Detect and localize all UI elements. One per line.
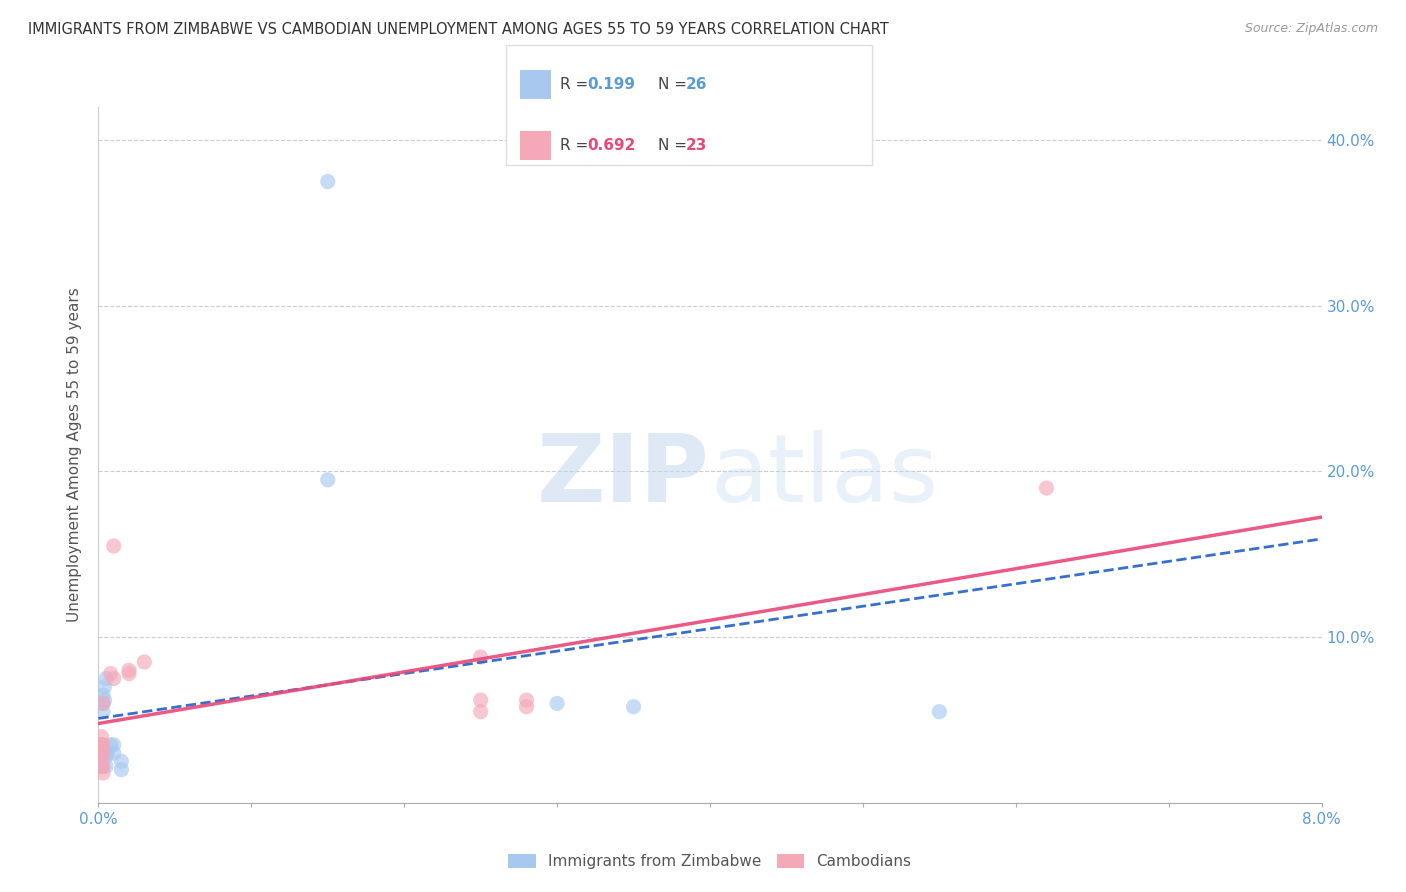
Point [91,766,114,780]
Text: 0.692: 0.692 [588,138,636,153]
Point [90,759,112,773]
Point [90,759,112,773]
Point [91,688,114,702]
Point [1035,481,1057,495]
Legend: Immigrants from Zimbabwe, Cambodians: Immigrants from Zimbabwe, Cambodians [502,848,918,875]
Text: 23: 23 [686,138,707,153]
Point [90,738,112,752]
Point [93,693,115,707]
Text: ZIP: ZIP [537,430,710,522]
Point [91,697,114,711]
Point [118,666,141,681]
Point [97,746,120,760]
Point [94,759,117,773]
Point [103,746,125,760]
Point [89,738,111,752]
Point [91,697,114,711]
Point [90,749,112,764]
Text: N =: N = [658,78,692,92]
Text: R =: R = [560,138,593,153]
Point [103,539,125,553]
Point [516,693,538,707]
Point [90,730,112,744]
Text: 26: 26 [686,78,707,92]
Point [316,473,339,487]
Point [103,672,125,686]
Point [470,705,492,719]
Point [516,699,538,714]
Point [110,763,132,777]
Point [89,755,111,769]
Point [91,705,114,719]
Point [90,738,112,752]
Point [546,697,568,711]
Point [90,755,112,769]
Text: IMMIGRANTS FROM ZIMBABWE VS CAMBODIAN UNEMPLOYMENT AMONG AGES 55 TO 59 YEARS COR: IMMIGRANTS FROM ZIMBABWE VS CAMBODIAN UN… [28,22,889,37]
Point [91,738,114,752]
Point [90,746,112,760]
Point [103,738,125,752]
Text: Source: ZipAtlas.com: Source: ZipAtlas.com [1244,22,1378,36]
Text: N =: N = [658,138,692,153]
Point [93,680,115,694]
Point [118,663,141,677]
Text: R =: R = [560,78,593,92]
Point [91,759,114,773]
Point [94,749,117,764]
Point [470,650,492,665]
Point [100,738,122,752]
Point [89,759,111,773]
Point [89,749,111,764]
Point [89,746,111,760]
Point [100,666,122,681]
Point [94,672,117,686]
Point [470,693,492,707]
Point [110,755,132,769]
Y-axis label: Unemployment Among Ages 55 to 59 years: Unemployment Among Ages 55 to 59 years [67,287,83,623]
Point [928,705,950,719]
Text: 0.199: 0.199 [588,78,636,92]
Point [134,655,156,669]
Text: atlas: atlas [710,430,938,522]
Point [623,699,645,714]
Point [316,175,339,189]
Point [91,746,114,760]
